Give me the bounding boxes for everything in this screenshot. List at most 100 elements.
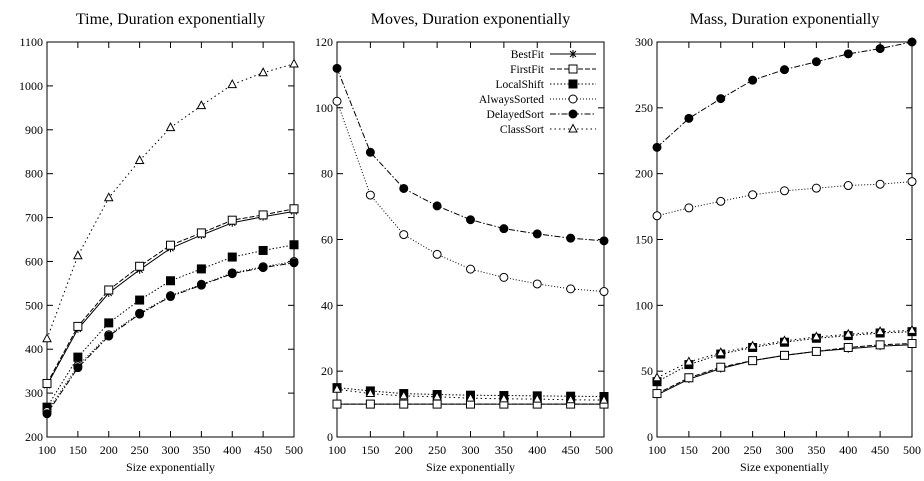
data-point — [332, 63, 342, 73]
y-tick-label: 400 — [25, 342, 43, 356]
data-point — [532, 229, 542, 239]
x-tick-label: 450 — [562, 443, 580, 457]
legend-marker — [568, 123, 578, 133]
data-point — [747, 340, 758, 350]
data-point — [399, 183, 409, 193]
series-line — [46, 260, 295, 412]
data-point — [843, 49, 853, 59]
x-tick-label: 350 — [495, 443, 513, 457]
series-DelayedSort — [332, 63, 609, 246]
data-point — [565, 394, 576, 404]
data-point — [907, 324, 917, 334]
data-point — [875, 340, 885, 350]
y-tick-label: 0 — [327, 430, 333, 444]
y-tick-label: 300 — [635, 35, 653, 49]
x-tick-label: 450 — [871, 443, 889, 457]
data-point — [843, 328, 854, 338]
data-point — [432, 391, 442, 401]
y-tick-label: 120 — [315, 35, 333, 49]
y-tick-label: 150 — [635, 233, 653, 247]
data-point — [289, 240, 299, 250]
legend-entry: AlwaysSorted — [479, 94, 544, 106]
y-tick-label: 500 — [25, 298, 43, 312]
data-point — [466, 215, 475, 225]
data-point — [652, 211, 662, 221]
data-point — [716, 196, 726, 206]
series-AlwaysSorted — [332, 96, 609, 297]
data-point — [811, 331, 822, 341]
y-tick-label: 700 — [25, 211, 43, 225]
data-point — [748, 75, 758, 85]
data-point — [875, 326, 885, 336]
x-tick-label: 300 — [776, 443, 794, 457]
plot-frame — [46, 41, 295, 438]
data-point — [227, 252, 237, 262]
y-tick-label: 800 — [25, 167, 43, 181]
data-point — [227, 269, 237, 279]
data-point — [104, 331, 114, 341]
data-point — [432, 249, 442, 259]
data-point — [599, 236, 609, 246]
data-point — [365, 399, 375, 409]
legend-marker — [568, 64, 578, 74]
data-point — [466, 264, 475, 274]
legend-marker — [569, 50, 577, 58]
x-tick-label: 250 — [131, 443, 149, 457]
y-tick-label: 100 — [315, 101, 333, 115]
x-axis-label: Size exponentially — [426, 460, 515, 474]
data-point — [875, 44, 885, 54]
x-tick-label: 250 — [744, 443, 762, 457]
data-point — [465, 392, 476, 402]
x-axis-label: Size exponentially — [740, 460, 829, 474]
x-tick-label: 350 — [192, 443, 210, 457]
x-tick-label: 400 — [839, 443, 857, 457]
series-line — [46, 262, 295, 414]
y-tick-label: 250 — [635, 101, 653, 115]
data-point — [684, 203, 694, 213]
legend-marker — [568, 94, 578, 104]
y-tick-label: 60 — [321, 233, 333, 247]
series-line — [46, 244, 295, 408]
data-point — [332, 96, 342, 106]
chart-title: Mass, Duration exponentially — [690, 11, 880, 28]
data-point — [196, 264, 206, 274]
data-point — [42, 333, 52, 343]
data-point — [684, 356, 694, 366]
y-tick-label: 0 — [647, 430, 653, 444]
data-point — [135, 295, 145, 305]
data-point — [258, 263, 268, 273]
series-line — [46, 208, 295, 384]
chart-panel-1: Time, Duration exponentially 200 300 400 500… — [19, 11, 303, 474]
series-FirstFit — [332, 399, 609, 409]
data-point — [258, 67, 268, 77]
data-point — [432, 201, 442, 211]
data-point — [748, 356, 758, 366]
data-point — [332, 399, 342, 409]
data-point — [748, 190, 758, 200]
x-tick-label: 150 — [69, 443, 87, 457]
data-point — [684, 113, 694, 123]
legend-entry: ClassSort — [500, 124, 545, 136]
data-point — [499, 224, 509, 234]
data-point — [196, 280, 206, 290]
data-point — [289, 258, 299, 268]
data-point — [780, 65, 789, 75]
chart-title: Time, Duration exponentially — [76, 11, 265, 28]
x-tick-label: 300 — [162, 443, 180, 457]
data-point — [715, 347, 726, 357]
legend-entry: BestFit — [511, 49, 545, 61]
data-point — [652, 372, 662, 382]
chart-panel-3: Mass, Duration exponentially 0 50 100 150 200… — [635, 11, 921, 474]
series-BestFit — [653, 340, 916, 399]
series-FirstFit — [652, 339, 917, 399]
data-point — [258, 210, 268, 220]
x-tick-label: 150 — [680, 443, 698, 457]
data-point — [599, 394, 609, 404]
data-point — [875, 179, 885, 189]
data-point — [499, 272, 509, 282]
plot-frame — [656, 41, 913, 438]
data-point — [103, 192, 114, 202]
legend-entry: LocalShift — [495, 79, 544, 91]
legend-entry: DelayedSort — [487, 109, 545, 121]
